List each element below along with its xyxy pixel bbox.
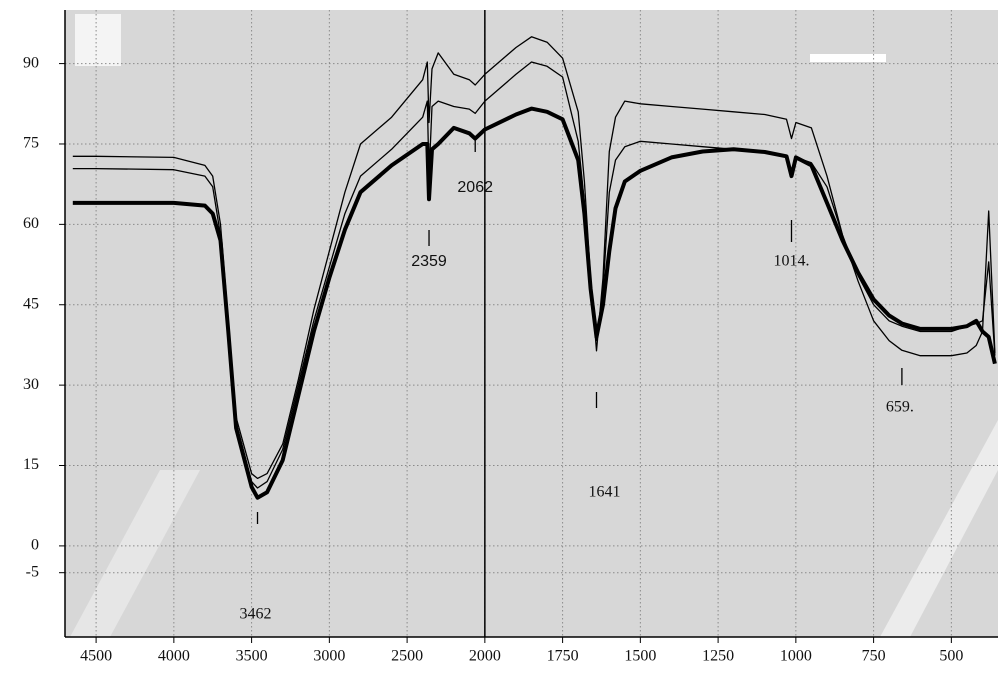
spectrum-line xyxy=(72,61,996,489)
y-tick-label: 75 xyxy=(23,135,39,152)
peak-label: 1014. xyxy=(773,253,809,270)
peak-label: 2359 xyxy=(411,253,447,270)
x-tick-label: 3000 xyxy=(313,648,345,665)
plot-layer: 4500 4000 3500 3000 2500 2000 1750 1500 1250 1000… xyxy=(23,10,998,665)
x-tick-label: 1500 xyxy=(624,648,656,665)
x-tick-label: 1250 xyxy=(702,648,734,665)
peak-label: 2062 xyxy=(457,179,493,196)
y-tick-label: 60 xyxy=(23,215,39,232)
white-block xyxy=(75,14,121,66)
y-tick-label: 15 xyxy=(23,456,39,473)
watermark xyxy=(880,420,998,637)
peak-label: 659. xyxy=(886,399,914,416)
x-tick-label: 750 xyxy=(862,648,886,665)
y-tick-label: -5 xyxy=(26,563,39,580)
y-tick-label: 90 xyxy=(23,54,39,71)
spectrum-line xyxy=(72,36,996,480)
spectrum-line xyxy=(72,106,997,500)
x-tick-label: 1750 xyxy=(547,648,579,665)
y-tick-label: 30 xyxy=(23,376,39,393)
watermark xyxy=(70,470,200,637)
x-tick-label: 4500 xyxy=(80,648,112,665)
x-tick-label: 2000 xyxy=(469,648,501,665)
white-bar xyxy=(810,54,886,62)
x-tick-label: 1000 xyxy=(780,648,812,665)
x-tick-label: 4000 xyxy=(158,648,190,665)
peak-label: 3462 xyxy=(240,606,272,623)
x-tick-label: 2500 xyxy=(391,648,423,665)
x-tick-label: 500 xyxy=(939,648,963,665)
peak-label: 1641 xyxy=(588,484,620,501)
x-tick-label: 3500 xyxy=(236,648,268,665)
plot-background xyxy=(65,10,998,637)
y-tick-label: 45 xyxy=(23,295,39,312)
y-tick-label: 0 xyxy=(31,537,39,554)
